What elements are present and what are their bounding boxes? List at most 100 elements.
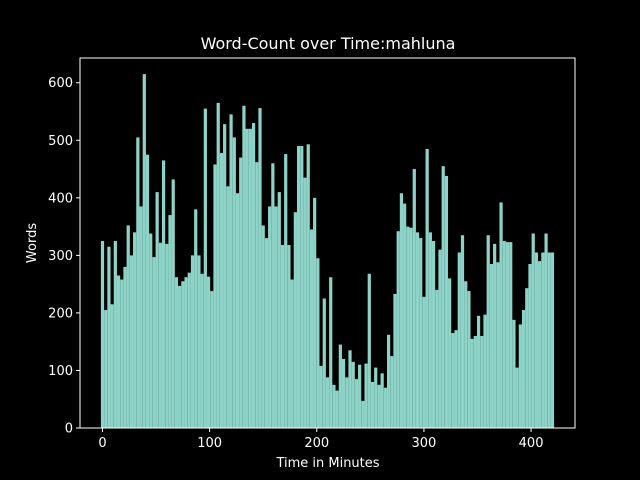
bar — [451, 333, 455, 428]
bar — [158, 242, 162, 428]
bar — [139, 206, 143, 428]
bar — [399, 193, 404, 428]
bar — [496, 262, 500, 428]
bar — [194, 209, 198, 428]
bar — [403, 203, 407, 428]
bar — [435, 289, 439, 428]
bar — [174, 277, 179, 428]
x-tick-label: 400 — [519, 436, 544, 451]
bar — [325, 377, 330, 428]
y-tick-label: 300 — [48, 249, 73, 264]
x-tick-label: 300 — [412, 436, 437, 451]
bar — [316, 258, 320, 428]
bar — [457, 252, 461, 428]
bar — [120, 279, 124, 428]
chart-title: Word-Count over Time:mahluna — [201, 34, 456, 53]
bar — [531, 233, 535, 428]
bar — [116, 275, 121, 428]
bar — [242, 105, 246, 428]
bar — [107, 246, 111, 428]
bar — [341, 358, 346, 428]
bar — [505, 242, 510, 428]
bar — [361, 400, 365, 428]
bar — [534, 252, 539, 428]
bar — [255, 162, 259, 428]
bar — [271, 163, 275, 428]
bar — [425, 148, 429, 428]
bar — [219, 152, 224, 429]
bar — [448, 278, 452, 428]
bar — [123, 266, 127, 428]
bar — [300, 146, 304, 428]
y-tick-label: 0 — [65, 422, 73, 437]
bar — [332, 384, 336, 428]
bar — [547, 252, 551, 428]
bar — [309, 229, 314, 428]
bar — [287, 245, 291, 428]
bar — [113, 240, 117, 428]
bar — [370, 381, 375, 428]
bar — [335, 390, 339, 428]
y-tick-label: 100 — [48, 364, 73, 379]
bar — [303, 177, 307, 428]
bar — [136, 137, 140, 428]
bar — [190, 255, 195, 428]
bar — [152, 257, 156, 428]
y-tick-label: 600 — [48, 76, 73, 91]
bar — [161, 160, 166, 428]
bar — [444, 175, 449, 428]
bar — [412, 169, 416, 428]
bar — [431, 240, 436, 428]
bar — [248, 128, 252, 429]
bar — [483, 314, 487, 428]
bar — [441, 166, 445, 428]
bar — [393, 293, 397, 428]
bar — [293, 212, 297, 428]
bar — [245, 128, 249, 429]
bar — [383, 387, 387, 428]
axes-frame — [79, 57, 576, 429]
bar — [476, 315, 481, 428]
bar — [171, 179, 175, 428]
bar — [480, 335, 484, 428]
bar — [280, 245, 285, 428]
bar — [518, 324, 522, 428]
bar — [409, 227, 413, 428]
bar — [223, 124, 227, 428]
bar — [277, 192, 281, 428]
bar — [264, 238, 269, 428]
bar — [521, 310, 526, 428]
bar — [142, 74, 146, 429]
x-tick-label: 0 — [98, 436, 106, 451]
bar — [306, 144, 310, 428]
bar — [100, 240, 105, 428]
bar — [367, 273, 371, 428]
y-tick-label: 400 — [48, 191, 73, 206]
bar — [206, 276, 211, 428]
bar — [284, 154, 288, 428]
bar — [486, 235, 490, 428]
bar — [110, 304, 114, 428]
bar — [358, 364, 362, 428]
x-tick-label: 100 — [197, 436, 222, 451]
bar — [345, 377, 349, 428]
bar — [470, 338, 474, 428]
bar — [145, 154, 150, 428]
bar — [274, 206, 278, 428]
bar — [550, 252, 555, 428]
bar — [184, 277, 188, 428]
bar — [155, 192, 159, 428]
bar — [168, 215, 172, 428]
bar — [181, 281, 185, 428]
bar — [296, 146, 301, 428]
bar — [467, 291, 471, 428]
bar — [322, 298, 326, 428]
bar — [502, 240, 506, 428]
bar — [525, 288, 529, 428]
bar — [386, 334, 391, 428]
bar — [129, 255, 134, 428]
bar — [203, 108, 207, 428]
bar — [229, 114, 233, 429]
bar — [126, 225, 130, 428]
